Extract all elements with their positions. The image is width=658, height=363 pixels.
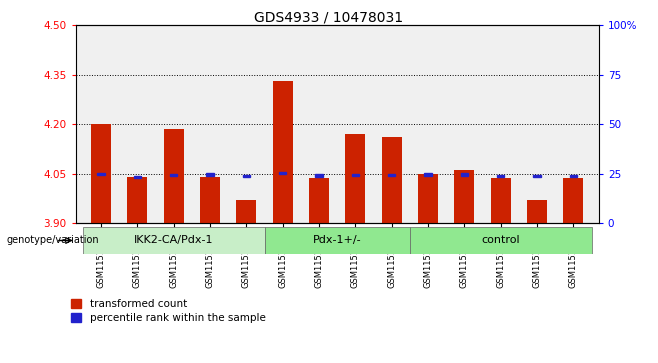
Bar: [200, 177, 220, 223]
Bar: [382, 136, 401, 223]
Text: GDS4933 / 10478031: GDS4933 / 10478031: [255, 11, 403, 25]
Bar: [388, 174, 395, 176]
Bar: [410, 227, 592, 254]
Bar: [164, 129, 184, 223]
Legend: transformed count, percentile rank within the sample: transformed count, percentile rank withi…: [71, 299, 266, 323]
Bar: [279, 172, 286, 174]
Bar: [97, 173, 105, 175]
Bar: [207, 173, 214, 176]
Text: control: control: [482, 236, 520, 245]
Bar: [273, 81, 293, 223]
Bar: [83, 227, 265, 254]
Bar: [461, 173, 468, 176]
Text: Pdx-1+/-: Pdx-1+/-: [313, 236, 361, 245]
Text: IKK2-CA/Pdx-1: IKK2-CA/Pdx-1: [134, 236, 213, 245]
Bar: [345, 134, 365, 223]
Bar: [491, 178, 511, 223]
Text: genotype/variation: genotype/variation: [7, 235, 99, 245]
Bar: [570, 175, 577, 177]
Bar: [315, 174, 322, 176]
Bar: [418, 174, 438, 223]
Bar: [134, 176, 141, 178]
Bar: [128, 177, 147, 223]
Bar: [236, 200, 257, 223]
Bar: [527, 200, 547, 223]
Bar: [352, 174, 359, 176]
Bar: [455, 170, 474, 223]
Bar: [170, 174, 178, 176]
Bar: [243, 175, 250, 177]
Bar: [265, 227, 410, 254]
Bar: [534, 175, 541, 177]
Bar: [91, 125, 111, 223]
Bar: [563, 178, 584, 223]
Bar: [497, 175, 504, 177]
Bar: [309, 178, 329, 223]
Bar: [424, 173, 432, 176]
